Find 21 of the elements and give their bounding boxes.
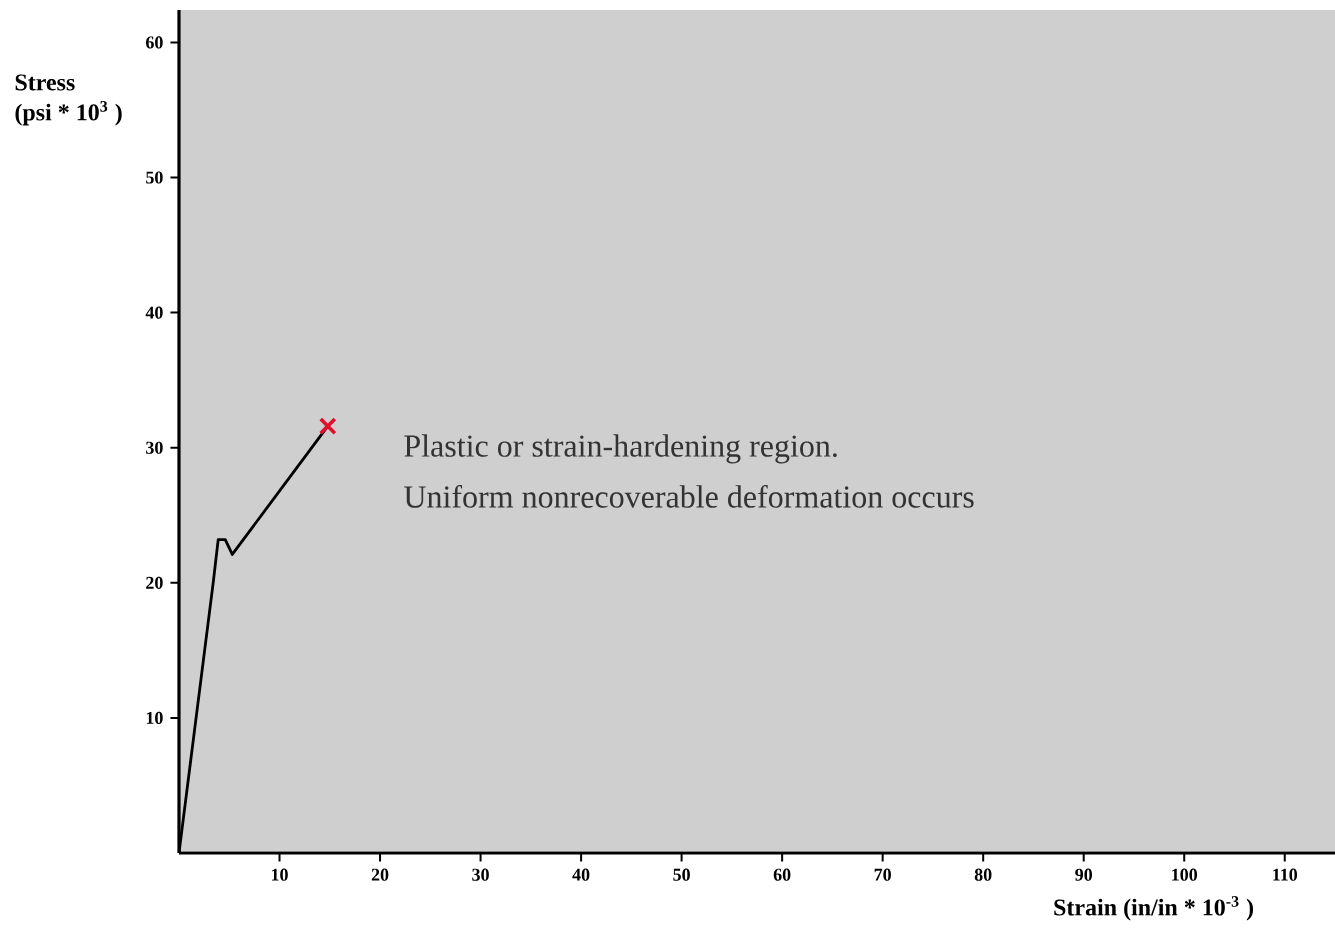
x-tick-label: 30	[472, 868, 489, 881]
x-tick-label: 90	[1075, 868, 1093, 881]
y-tick-label: 20	[146, 576, 163, 589]
x-tick-label: 70	[874, 868, 891, 881]
y-axis-title: Stress (psi * 10$^{3}$ )	[15, 74, 122, 126]
x-tick-label: 110	[1273, 868, 1298, 881]
annotation: Uniform nonrecoverable deformation occurs	[404, 484, 974, 508]
x-tick-label: 10	[271, 868, 288, 881]
annotation: Plastic or strain-hardening region.	[404, 434, 837, 464]
x-tick-label: 20	[371, 868, 389, 881]
y-tick-label: 40	[145, 306, 163, 319]
y-tick-label: 50	[146, 171, 163, 184]
x-tick-label: 60	[773, 868, 791, 881]
x-tick-label: 80	[974, 868, 992, 881]
x-tick-label: 40	[572, 868, 590, 881]
x-axis-title: Strain (in/in * 10$^{-3}$ )	[1054, 896, 1254, 921]
y-tick-label: 30	[146, 441, 163, 454]
x-tick-label: 100	[1172, 868, 1198, 881]
y-tick-label: 10	[146, 711, 163, 724]
x-tick-label: 50	[673, 868, 690, 881]
y-tick-label: 60	[146, 36, 163, 49]
